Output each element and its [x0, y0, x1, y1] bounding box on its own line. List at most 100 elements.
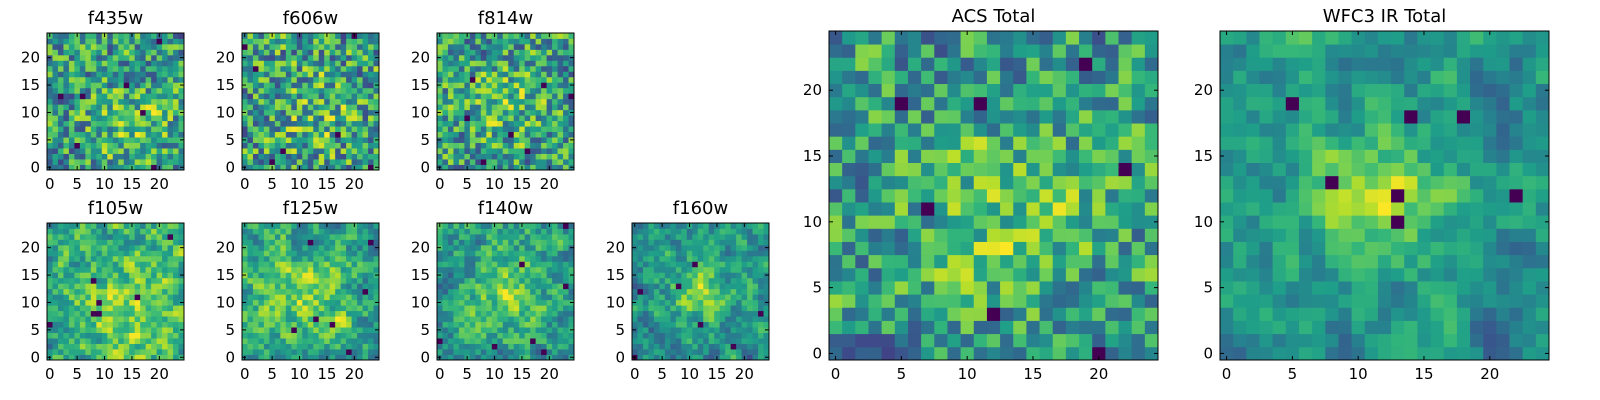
heatmap-cell [280, 164, 287, 171]
heatmap-cell [129, 38, 136, 45]
heatmap-cell [112, 153, 119, 160]
heatmap-cell [568, 76, 575, 83]
heatmap-cell [101, 332, 108, 339]
heatmap-cell [730, 327, 737, 333]
heatmap-cell [530, 255, 537, 262]
heatmap-cell [252, 316, 259, 323]
heatmap-cell [324, 338, 331, 344]
heatmap-cell [335, 228, 342, 235]
heatmap-cell [329, 164, 336, 171]
heatmap-cell [453, 137, 460, 143]
heatmap-cell [464, 93, 471, 100]
heatmap-cell [513, 294, 520, 301]
heatmap-cell [681, 349, 688, 355]
heatmap-cell [346, 142, 352, 149]
heatmap-cell [675, 321, 682, 328]
heatmap-cell [508, 261, 515, 268]
heatmap-cell [340, 153, 347, 160]
heatmap-cell [752, 332, 759, 339]
heatmap-cell [368, 115, 374, 122]
heatmap-cell [118, 223, 125, 229]
heatmap-cell [173, 244, 179, 251]
heatmap-cell [302, 299, 309, 306]
heatmap-cell [302, 310, 309, 317]
heatmap-cell [530, 142, 537, 149]
heatmap-cell [437, 233, 443, 240]
heatmap-cell [1052, 281, 1067, 295]
heatmap-cell [324, 82, 331, 89]
heatmap-cell [894, 188, 909, 203]
heatmap-cell [74, 49, 81, 56]
heatmap-cell [491, 338, 498, 344]
heatmap-cell [741, 283, 748, 290]
heatmap-cell [692, 255, 699, 262]
heatmap-cell [346, 131, 352, 138]
heatmap-cell [247, 327, 254, 333]
heatmap-cell [258, 332, 265, 339]
heatmap-cell [274, 272, 281, 279]
heatmap-cell [258, 142, 265, 149]
heatmap-cell [648, 349, 655, 355]
heatmap-cell [52, 109, 59, 116]
heatmap-cell [263, 244, 270, 251]
heatmap-cell [269, 349, 276, 355]
heatmap-cell [1105, 228, 1119, 242]
heatmap-cell [973, 267, 988, 282]
heatmap-cell [703, 223, 710, 229]
heatmap-cell [508, 332, 515, 339]
heatmap-cell [653, 255, 660, 262]
heatmap-cell [285, 82, 292, 89]
heatmap-cell [568, 283, 575, 290]
heatmap-cell [242, 321, 248, 328]
heatmap-cell [563, 266, 569, 273]
heatmap-cell [167, 43, 174, 50]
heatmap-cell [140, 244, 147, 251]
heatmap-cell [736, 244, 742, 251]
heatmap-cell [557, 244, 564, 251]
heatmap-cell [145, 49, 152, 56]
heatmap-cell [340, 223, 347, 229]
heatmap-cell [96, 288, 103, 295]
heatmap-cell [307, 164, 314, 171]
heatmap-cell [692, 327, 699, 333]
heatmap-cell [675, 327, 682, 333]
heatmap-cell [362, 98, 369, 105]
heatmap-cell [681, 316, 688, 323]
heatmap-cell [129, 255, 136, 262]
heatmap-cell [681, 228, 688, 235]
heatmap-cell [118, 266, 125, 273]
heatmap-cell [557, 115, 564, 122]
heatmap-cell [947, 254, 961, 269]
heatmap-cell [96, 38, 103, 45]
heatmap-cell [502, 82, 509, 89]
heatmap-cell [437, 349, 443, 355]
heatmap-cell [1118, 162, 1133, 177]
heatmap-cell [101, 272, 108, 279]
heatmap-cell [530, 65, 537, 72]
heatmap-cell [162, 288, 168, 295]
heatmap-cell [263, 261, 270, 268]
heatmap-cell [280, 250, 287, 257]
heatmap-cell [497, 239, 504, 246]
heatmap-cell [725, 261, 732, 268]
heatmap-cell [280, 131, 287, 138]
heatmap-cell [118, 272, 125, 279]
heatmap-cell [659, 349, 666, 355]
heatmap-cell [291, 104, 298, 111]
heatmap-cell [90, 332, 97, 339]
heatmap-cell [162, 349, 168, 355]
heatmap-cell [453, 49, 460, 56]
heatmap-cell [335, 294, 342, 301]
heatmap-cell [85, 142, 92, 149]
heatmap-cell [675, 283, 682, 290]
heatmap-cell [362, 120, 369, 127]
heatmap-cell [475, 261, 482, 268]
heatmap-cell [502, 233, 509, 240]
heatmap-cell [52, 104, 59, 111]
heatmap-cell [632, 343, 638, 350]
heatmap-cell [681, 354, 688, 361]
heatmap-cell [101, 159, 108, 165]
heatmap-cell [475, 354, 482, 361]
heatmap-cell [247, 159, 254, 165]
